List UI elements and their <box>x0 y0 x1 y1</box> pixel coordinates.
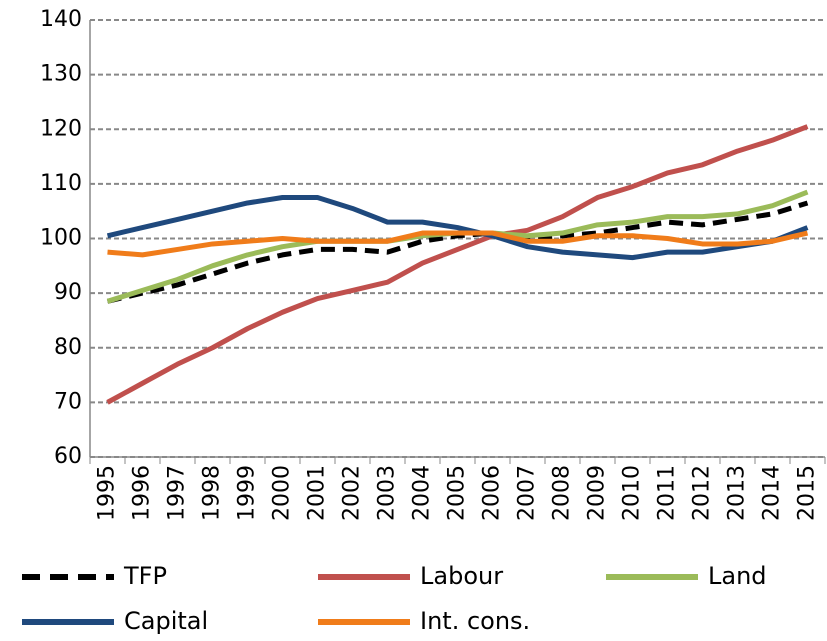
x-tick-label: 1997 <box>165 465 190 521</box>
x-tick-label: 2011 <box>655 465 680 521</box>
x-tick-label: 2005 <box>445 465 470 521</box>
x-tick-label: 2014 <box>760 465 785 521</box>
x-tick-label: 2015 <box>795 465 820 521</box>
y-tick-label: 90 <box>54 280 82 305</box>
y-tick-label: 80 <box>54 335 82 360</box>
legend-label: Land <box>708 562 767 590</box>
x-tick-label: 2007 <box>515 465 540 521</box>
series-line <box>106 200 809 304</box>
x-tick-label: 2009 <box>585 465 610 521</box>
x-tick-label: 2002 <box>340 465 365 521</box>
y-tick-label: 60 <box>54 444 82 469</box>
y-tick-label: 120 <box>40 116 82 141</box>
y-tick-label: 130 <box>40 62 82 87</box>
y-tick-label: 70 <box>54 389 82 414</box>
legend-label: Labour <box>420 562 503 590</box>
y-tick-label: 110 <box>40 171 82 196</box>
x-tick-label: 2012 <box>690 465 715 521</box>
x-tick-label: 1999 <box>235 465 260 521</box>
x-tick-label: 2003 <box>375 465 400 521</box>
y-tick-label: 140 <box>40 7 82 32</box>
legend-label: Int. cons. <box>420 607 530 635</box>
x-tick-label: 2013 <box>725 465 750 521</box>
x-tick-label: 1996 <box>130 465 155 521</box>
series-line <box>107 230 809 258</box>
y-tick-label: 100 <box>40 226 82 251</box>
x-tick-label: 2008 <box>550 465 575 521</box>
x-tick-label: 2000 <box>270 465 295 521</box>
series-line <box>106 124 809 405</box>
legend-label: Capital <box>124 607 208 635</box>
x-tick-label: 1998 <box>200 465 225 521</box>
legend-label: TFP <box>123 562 167 590</box>
x-tick-label: 1995 <box>95 465 120 521</box>
series-line <box>106 195 809 261</box>
x-tick-label: 2004 <box>410 465 435 521</box>
x-tick-label: 2006 <box>480 465 505 521</box>
series-line <box>106 189 809 304</box>
x-tick-label: 2001 <box>305 465 330 521</box>
x-tick-label: 2010 <box>620 465 645 521</box>
